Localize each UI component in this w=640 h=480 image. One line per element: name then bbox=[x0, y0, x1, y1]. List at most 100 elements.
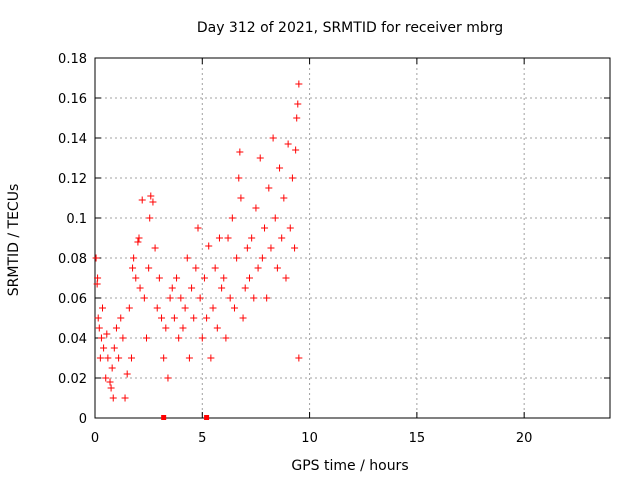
data-point bbox=[261, 224, 269, 232]
data-point bbox=[179, 324, 187, 332]
data-point bbox=[246, 274, 253, 282]
y-tick-label: 0.08 bbox=[58, 252, 87, 267]
data-point bbox=[119, 334, 127, 342]
data-point bbox=[100, 344, 108, 352]
x-axis: 0 5 10 15 20 bbox=[91, 58, 533, 446]
data-point bbox=[125, 304, 133, 312]
data-point bbox=[291, 244, 299, 252]
data-point bbox=[168, 284, 176, 292]
data-point bbox=[295, 80, 303, 88]
grid-lines bbox=[95, 58, 610, 418]
x-axis-title: GPS time / hours bbox=[291, 458, 408, 474]
y-tick-label: 0.1 bbox=[66, 212, 87, 227]
y-tick-label: 0 bbox=[79, 412, 87, 427]
x-tick-label: 15 bbox=[409, 431, 426, 446]
y-tick-label: 0.12 bbox=[58, 172, 87, 187]
y-tick-label: 0.14 bbox=[58, 132, 87, 147]
data-point bbox=[194, 224, 202, 232]
data-point bbox=[94, 314, 102, 322]
x-tick-label: 0 bbox=[91, 431, 99, 446]
data-point bbox=[235, 174, 243, 182]
data-point bbox=[192, 264, 200, 272]
data-point bbox=[252, 204, 260, 212]
data-point bbox=[271, 214, 279, 222]
data-point bbox=[175, 334, 183, 342]
data-point bbox=[107, 384, 115, 392]
x-tick-label: 10 bbox=[301, 431, 318, 446]
data-point bbox=[109, 394, 117, 402]
data-point bbox=[106, 378, 114, 386]
data-point bbox=[93, 280, 101, 288]
data-point bbox=[147, 192, 155, 200]
data-point bbox=[293, 114, 301, 122]
x-tick-label: 20 bbox=[516, 431, 533, 446]
data-point bbox=[211, 264, 219, 272]
data-point bbox=[188, 284, 196, 292]
y-tick-label: 0.06 bbox=[58, 292, 87, 307]
data-point bbox=[127, 354, 135, 362]
data-point bbox=[205, 242, 213, 250]
data-point bbox=[228, 214, 236, 222]
data-point bbox=[183, 254, 191, 262]
data-point bbox=[226, 294, 234, 302]
y-tick-label: 0.04 bbox=[58, 332, 87, 347]
data-point bbox=[292, 146, 300, 154]
data-point bbox=[236, 148, 244, 156]
y-axis: 0 0.02 0.04 0.06 0.08 0.1 0.12 0.14 0.16 0.18 bbox=[58, 52, 610, 427]
data-point bbox=[265, 184, 273, 192]
data-point bbox=[190, 314, 198, 322]
plot-frame bbox=[94, 57, 611, 419]
data-point bbox=[294, 100, 302, 108]
data-point bbox=[115, 354, 123, 362]
data-point bbox=[222, 334, 230, 342]
data-point bbox=[282, 274, 290, 282]
data-point bbox=[102, 374, 110, 382]
chart-title: Day 312 of 2021, SRMTID for receiver mbr… bbox=[197, 20, 503, 36]
data-point bbox=[241, 284, 249, 292]
data-point bbox=[134, 238, 142, 246]
data-point bbox=[200, 274, 208, 282]
data-point bbox=[153, 304, 161, 312]
data-point bbox=[284, 140, 292, 148]
data-point bbox=[151, 244, 159, 252]
data-point bbox=[230, 304, 238, 312]
data-point bbox=[269, 134, 277, 142]
data-point bbox=[145, 264, 153, 272]
zero-marker bbox=[204, 415, 210, 420]
data-point bbox=[286, 224, 294, 232]
data-point bbox=[103, 330, 111, 338]
data-point bbox=[92, 254, 100, 262]
data-point bbox=[94, 274, 102, 282]
data-point bbox=[146, 214, 154, 222]
data-point bbox=[243, 244, 251, 252]
data-point bbox=[276, 164, 284, 172]
data-point bbox=[196, 294, 204, 302]
data-point bbox=[95, 324, 103, 332]
data-point bbox=[155, 274, 163, 282]
data-point bbox=[173, 274, 181, 282]
data-point bbox=[96, 354, 104, 362]
data-point bbox=[138, 196, 146, 204]
data-point bbox=[170, 314, 178, 322]
data-point bbox=[130, 254, 138, 262]
y-tick-label: 0.02 bbox=[58, 372, 87, 387]
data-point bbox=[129, 264, 137, 272]
data-point bbox=[99, 304, 107, 312]
data-point bbox=[280, 194, 288, 202]
data-point bbox=[248, 234, 256, 242]
y-tick-label: 0.18 bbox=[58, 52, 87, 67]
data-point bbox=[209, 304, 217, 312]
data-point bbox=[110, 344, 118, 352]
data-point bbox=[97, 334, 105, 342]
data-point bbox=[143, 334, 150, 342]
data-point bbox=[136, 284, 144, 292]
data-point bbox=[215, 234, 223, 242]
data-points bbox=[92, 80, 303, 402]
data-point bbox=[162, 324, 170, 332]
data-point bbox=[256, 154, 264, 162]
data-point bbox=[250, 294, 258, 302]
data-point bbox=[288, 174, 296, 182]
data-point bbox=[233, 254, 241, 262]
data-point bbox=[121, 394, 129, 402]
data-point bbox=[198, 334, 206, 342]
